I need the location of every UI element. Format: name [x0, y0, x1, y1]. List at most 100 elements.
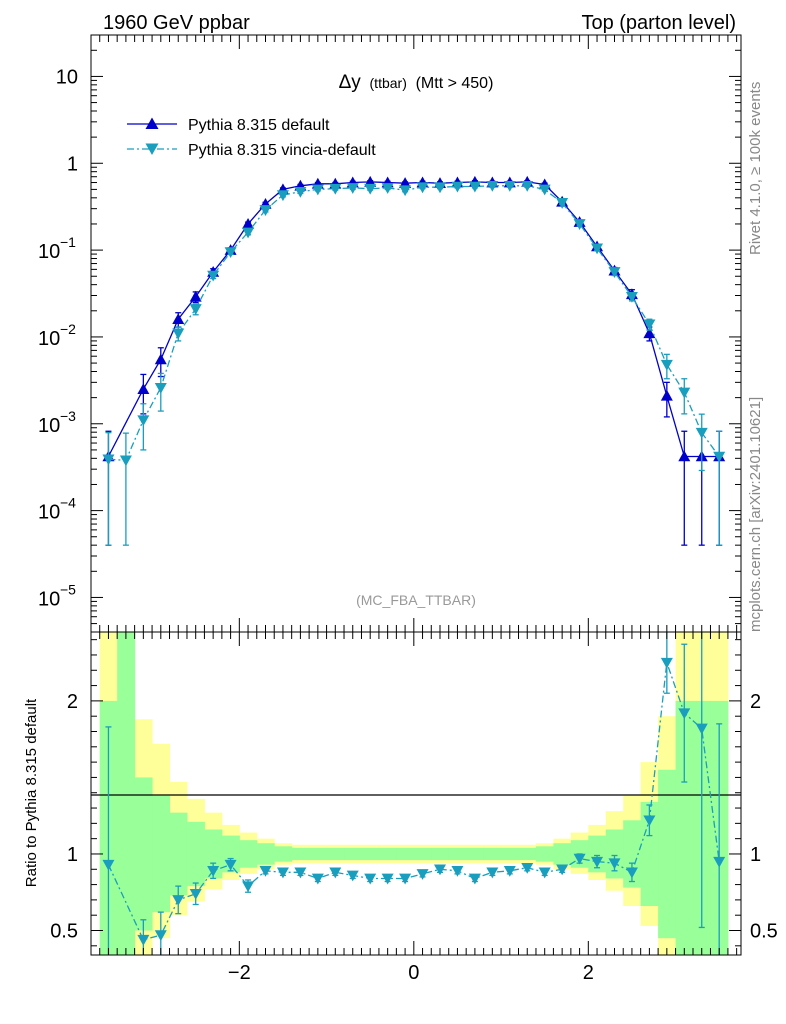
y-tick-label: 10 — [38, 328, 60, 350]
ratio-data-point — [416, 869, 429, 880]
ratio-frame — [90, 631, 742, 956]
ratio-data-point — [713, 856, 726, 868]
y-tick-exponent: −1 — [60, 234, 76, 250]
band-inner — [274, 846, 293, 862]
ratio-y-tick-label-right: 0.5 — [750, 921, 778, 943]
ratio-data-point — [625, 867, 638, 879]
ratio-data-point — [660, 657, 673, 669]
ratio-bands — [99, 632, 729, 955]
ratio-y-tick-label: 0.5 — [50, 921, 78, 943]
series-line-vincia — [108, 185, 720, 461]
band-inner — [466, 847, 485, 861]
header-left: 1960 GeV ppbar — [103, 12, 250, 34]
legend-marker-vincia — [145, 143, 159, 155]
data-point-vincia — [311, 184, 324, 196]
ratio-data-point — [207, 866, 220, 877]
data-point-vincia — [503, 181, 516, 192]
main-marks — [102, 175, 726, 546]
data-point-vincia — [381, 183, 394, 194]
data-point-vincia — [643, 319, 656, 331]
data-point-vincia — [294, 186, 307, 198]
data-point-default — [189, 290, 202, 302]
x-tick-label: 0 — [408, 962, 419, 984]
band-inner — [605, 829, 624, 879]
data-point-vincia — [399, 185, 412, 197]
source-label: mcplots.cern.ch [arXiv:2401.10621] — [747, 397, 764, 632]
ratio-data-point — [538, 867, 551, 879]
data-point-vincia — [259, 205, 272, 216]
data-point-vincia — [102, 454, 115, 466]
ratio-y-tick-label-right: 1 — [750, 844, 761, 866]
ratio-marks — [102, 632, 726, 955]
band-inner — [152, 795, 171, 913]
legend-label-vincia: Pythia 8.315 vincia-default — [188, 142, 376, 159]
band-inner — [588, 835, 607, 873]
ratio-data-point — [433, 864, 446, 876]
data-point-vincia — [468, 181, 481, 193]
data-point-default — [399, 177, 412, 188]
main-title: Δy (ttbar) (Mtt > 450) — [339, 72, 494, 93]
ratio-data-point — [399, 873, 412, 885]
data-point-vincia — [346, 183, 359, 194]
band-inner — [501, 847, 520, 861]
data-point-vincia — [451, 181, 464, 193]
band-inner — [326, 847, 345, 861]
x-tick-label: 2 — [583, 962, 594, 984]
legend: Pythia 8.315 default Pythia 8.315 vincia… — [127, 117, 376, 159]
ratio-data-point — [259, 866, 272, 877]
band-inner — [221, 835, 240, 873]
band-inner — [344, 847, 362, 861]
ratio-data-point — [608, 858, 621, 870]
band-inner — [239, 840, 258, 868]
ratio-y-tick-label-right: 2 — [750, 691, 761, 713]
band-inner — [448, 847, 467, 861]
ratio-series-line — [107, 662, 720, 941]
x-tick-label: −2 — [228, 962, 251, 984]
data-point-vincia — [172, 328, 185, 340]
rivet-label: Rivet 4.1.0, ≥ 100k events — [747, 82, 764, 255]
data-point-default — [242, 217, 255, 229]
ratio-y-tick-label: 2 — [67, 691, 78, 713]
ratio-data-point — [311, 873, 324, 885]
data-point-vincia — [538, 184, 551, 196]
data-point-vincia — [276, 190, 289, 202]
ratio-data-point — [573, 853, 586, 865]
ratio-data-point — [678, 708, 691, 720]
data-point-vincia — [364, 183, 377, 195]
ratio-data-point — [172, 895, 185, 906]
y-tick-label: 10 — [38, 415, 60, 437]
data-point-vincia — [207, 270, 220, 282]
band-inner — [117, 632, 136, 955]
data-point-vincia — [521, 181, 534, 192]
y-tick-exponent: −4 — [60, 495, 76, 511]
band-inner — [256, 843, 275, 865]
ratio-axes: −2 0 2 2 2 1 1 0.5 0.5 — [50, 632, 778, 984]
band-inner — [518, 847, 537, 861]
data-point-vincia — [486, 181, 499, 192]
band-inner — [553, 843, 572, 865]
data-point-vincia — [433, 182, 446, 194]
band-inner — [431, 847, 450, 861]
ratio-data-point — [451, 866, 464, 877]
y-tick-label: 10 — [38, 502, 60, 524]
data-point-vincia — [224, 247, 237, 259]
data-point-vincia — [137, 415, 150, 427]
title-symbol: Δy — [339, 72, 362, 93]
ratio-data-point — [329, 867, 342, 879]
data-point-vincia — [625, 291, 638, 303]
ratio-data-point — [102, 859, 115, 871]
ratio-y-label: Ratio to Pythia 8.315 default — [23, 698, 40, 887]
data-point-default — [678, 450, 691, 462]
series-line-default — [107, 181, 720, 458]
ratio-data-point — [364, 873, 377, 885]
band-inner — [186, 821, 205, 887]
data-point-vincia — [713, 451, 726, 463]
data-point-vincia — [591, 243, 604, 255]
data-point-vincia — [678, 387, 691, 399]
data-point-vincia — [242, 227, 255, 239]
ratio-data-point — [556, 864, 569, 876]
y-tick-exponent: −2 — [60, 321, 76, 337]
y-tick-label: 10 — [56, 66, 78, 88]
y-tick-label: 1 — [67, 153, 78, 175]
